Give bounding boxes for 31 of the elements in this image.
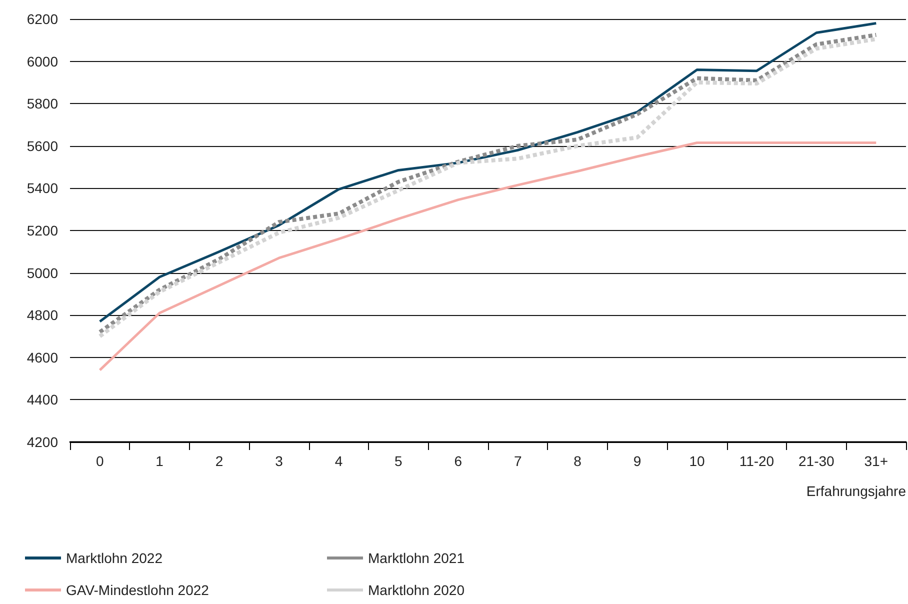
x-tick-label: 8: [574, 453, 582, 469]
x-tick-label: 31+: [864, 453, 888, 469]
legend-label: GAV-Mindestlohn 2022: [66, 582, 210, 598]
x-tick-label: 21-30: [798, 453, 835, 469]
y-tick-label: 5400: [26, 180, 58, 196]
x-tick-label: 4: [334, 453, 343, 469]
x-tick-label: 7: [514, 453, 522, 469]
x-tick-label: 9: [633, 453, 642, 469]
x-tick-label: 6: [454, 453, 462, 469]
y-tick-label: 5800: [26, 96, 58, 112]
x-tick-label: 3: [275, 453, 284, 469]
y-tick-label: 5600: [26, 138, 58, 154]
x-axis-title: Erfahrungsjahre: [806, 483, 906, 499]
y-tick-label: 4400: [26, 392, 58, 408]
line-series: [98, 141, 878, 372]
legend-label: Marktlohn 2022: [66, 550, 163, 566]
x-tick-label: 11-20: [739, 453, 774, 469]
y-tick-label: 4800: [26, 307, 58, 324]
y-tick-label: 5000: [26, 264, 58, 281]
y-tick-label: 6200: [26, 11, 58, 27]
x-tick-label: 2: [215, 453, 224, 469]
x-tick-label: 0: [96, 453, 104, 469]
legend-label: Marktlohn 2020: [368, 582, 465, 598]
y-tick-label: 5200: [26, 222, 58, 238]
x-tick-label: 10: [689, 453, 705, 469]
y-tick-label: 6000: [26, 53, 58, 70]
x-tick-label: 5: [394, 453, 403, 469]
y-tick-label: 4600: [26, 349, 58, 366]
y-tick-label: 4200: [26, 434, 58, 450]
x-tick-label: 1: [156, 453, 164, 469]
legend-label: Marktlohn 2021: [368, 550, 465, 566]
